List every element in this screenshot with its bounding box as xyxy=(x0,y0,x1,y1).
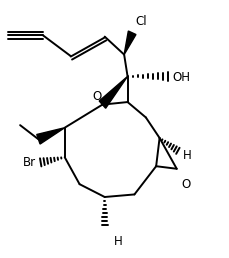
Text: Br: Br xyxy=(23,156,36,169)
Text: O: O xyxy=(180,178,190,191)
Text: H: H xyxy=(114,236,122,248)
Text: H: H xyxy=(182,149,190,163)
Text: O: O xyxy=(92,90,101,103)
Text: Cl: Cl xyxy=(135,15,147,28)
Polygon shape xyxy=(124,31,135,55)
Polygon shape xyxy=(99,76,127,108)
Text: OH: OH xyxy=(171,71,189,84)
Polygon shape xyxy=(37,128,64,144)
